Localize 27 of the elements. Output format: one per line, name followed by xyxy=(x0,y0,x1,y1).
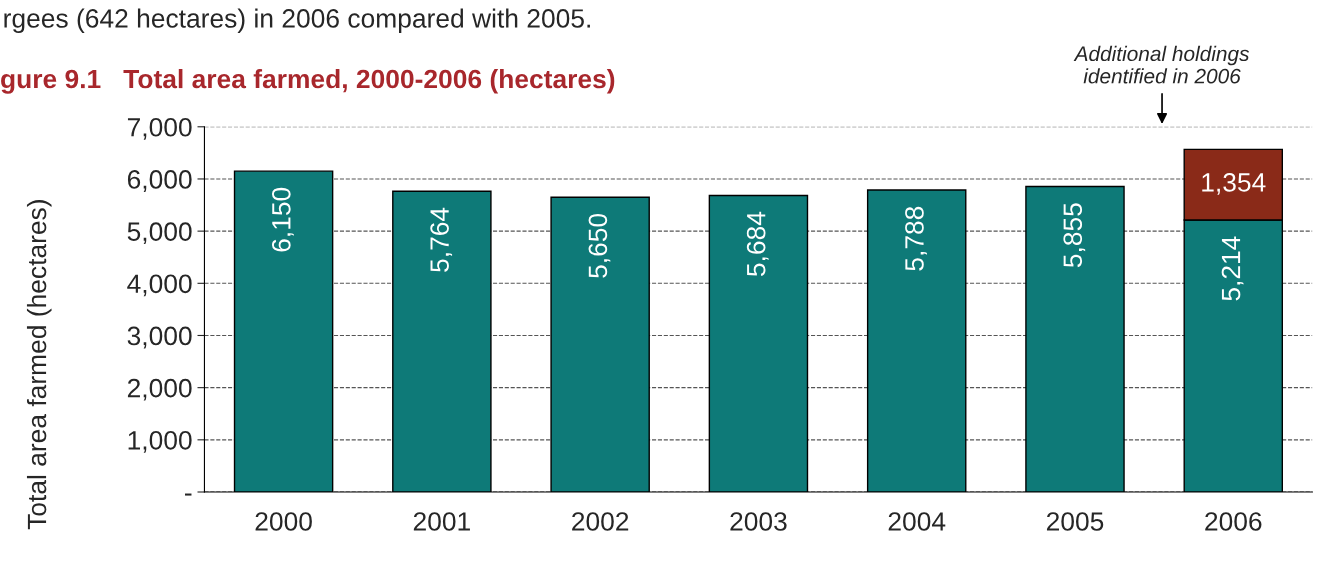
x-tick-label: 2001 xyxy=(413,512,470,531)
data-label: 6,150 xyxy=(271,187,294,252)
y-tick-label: 2,000 xyxy=(127,378,192,401)
data-label: 5,650 xyxy=(588,213,611,278)
y-axis-title: Total area farmed (hectares) xyxy=(26,200,52,530)
y-tick-label: 6,000 xyxy=(127,170,192,192)
x-tick-label: 2005 xyxy=(1046,512,1104,531)
x-tick-label: 2004 xyxy=(888,512,946,531)
data-label: 5,855 xyxy=(1063,203,1086,268)
data-label: 1,354 xyxy=(1202,173,1266,195)
x-tick-label: 2002 xyxy=(572,512,629,531)
x-tick-label: 2000 xyxy=(255,512,312,531)
y-tick-label: 4,000 xyxy=(127,274,192,297)
x-tick-label: 2003 xyxy=(730,512,787,531)
data-label: 5,788 xyxy=(905,206,927,271)
x-tick-label: 2006 xyxy=(1205,512,1262,531)
text: rgees (642 hectares) in 2006 compared with 2005. xyxy=(4,8,590,34)
data-label: 5,684 xyxy=(746,211,769,277)
y-tick-label: - xyxy=(185,493,192,496)
y-tick-label: 1,000 xyxy=(128,430,192,453)
data-label: 5,764 xyxy=(430,207,453,272)
y-tick-label: 5,000 xyxy=(127,222,192,245)
text: Additional holdings identified in 2006 xyxy=(1073,45,1250,84)
y-tick-label: 7,000 xyxy=(127,117,192,140)
chart-title: gure 9.1 Total area farmed, 2000-2006 (hectares) xyxy=(1,68,615,94)
data-label: 5,214 xyxy=(1221,236,1244,301)
y-tick-label: 3,000 xyxy=(127,326,192,349)
